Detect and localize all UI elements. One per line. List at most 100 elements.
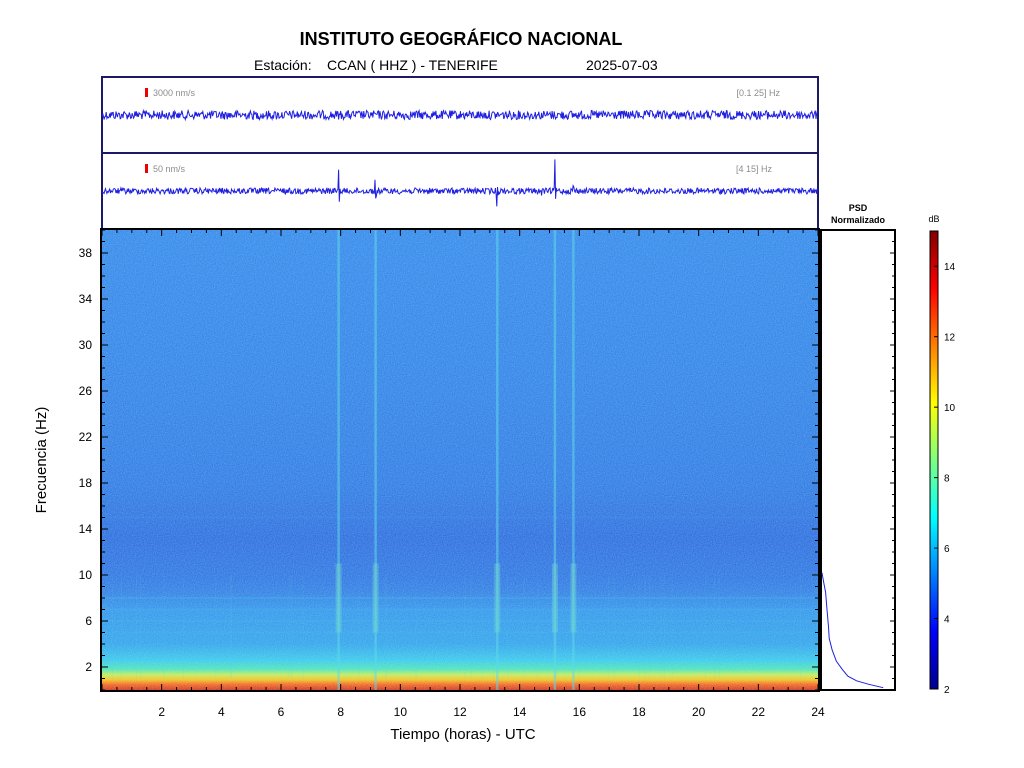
- noise-streak: [671, 575, 673, 679]
- psd-panel: PSD Normalizado: [820, 203, 896, 691]
- noise-streak: [291, 575, 293, 679]
- colorbar-tick-label: 4: [944, 615, 950, 626]
- colorbar-gradient: [929, 230, 939, 690]
- psd-frame: [820, 229, 896, 691]
- noise-streak: [136, 575, 137, 679]
- colorbar-tick-label: 6: [944, 544, 950, 555]
- filtered-trace-line: [101, 159, 818, 207]
- colorbar-tick-label: 14: [944, 262, 956, 273]
- noise-streak: [556, 575, 558, 679]
- y-axis-label: Frecuencia (Hz): [33, 407, 50, 514]
- noise-streak: [493, 575, 495, 679]
- noise-streak: [464, 575, 466, 679]
- colorbar-label: dB: [928, 214, 939, 224]
- noise-streak: [215, 575, 217, 679]
- y-tick-label: 38: [79, 246, 93, 260]
- spectrogram-frame: [100, 228, 820, 692]
- x-tick-label: 2: [158, 705, 165, 719]
- date-label: 2025-07-03: [586, 57, 658, 73]
- noise-streak: [718, 575, 720, 679]
- x-tick-label: 24: [811, 705, 825, 719]
- noise-streak: [607, 575, 609, 679]
- noise-streak: [470, 575, 472, 679]
- event-streak: [374, 230, 377, 690]
- noise-streak: [288, 575, 290, 679]
- noise-streak: [660, 575, 662, 679]
- amplitude-scale-bar: [145, 88, 148, 97]
- y-tick-label: 34: [79, 292, 93, 306]
- noise-streak: [578, 575, 580, 679]
- event-streak: [572, 230, 575, 690]
- x-tick-label: 12: [453, 705, 467, 719]
- event-streak-glow: [551, 563, 558, 633]
- noise-streak: [638, 575, 640, 679]
- noise-streak: [372, 575, 374, 679]
- broadband-trace-line: [101, 108, 818, 122]
- y-tick-label: 10: [79, 568, 93, 582]
- noise-streak: [811, 575, 813, 679]
- y-tick-label: 30: [79, 338, 93, 352]
- noise-streak: [649, 575, 651, 679]
- amplitude-scale-bar: [145, 164, 148, 173]
- psd-subtitle: Normalizado: [831, 215, 886, 225]
- station-name: CCAN ( HHZ ) - TENERIFE: [327, 57, 498, 73]
- event-streak: [553, 230, 557, 690]
- y-tick-label: 6: [85, 614, 92, 628]
- noise-streak: [705, 575, 707, 679]
- harmonic-band: [102, 516, 818, 519]
- y-tick-label: 18: [79, 476, 93, 490]
- colorbar-tick-label: 12: [944, 333, 956, 344]
- noise-streak: [663, 575, 665, 679]
- noise-streak: [613, 575, 615, 679]
- noise-streak: [112, 575, 113, 679]
- x-tick-label: 18: [632, 705, 646, 719]
- noise-streak: [120, 575, 122, 679]
- amplitude-scale-label: 3000 nm/s: [153, 88, 196, 98]
- x-axis-label: Tiempo (horas) - UTC: [390, 726, 535, 743]
- noise-streak: [302, 575, 304, 679]
- event-streak: [337, 230, 340, 690]
- noise-streak: [816, 575, 818, 679]
- colorbar: dB 2 4 6 8 10 12 14: [928, 214, 955, 696]
- trace-panel-broadband: 3000 nm/s [0.1 25] Hz: [101, 76, 819, 154]
- event-streak-glow: [372, 563, 379, 633]
- event-streak-glow: [494, 563, 501, 633]
- y-tick-label: 2: [85, 660, 92, 674]
- noise-streak: [537, 575, 539, 679]
- noise-streak: [384, 575, 386, 679]
- harmonic-band: [102, 631, 818, 634]
- event-streak: [496, 230, 499, 690]
- noise-streak: [415, 575, 417, 679]
- frequency-band-label: [4 15] Hz: [736, 164, 773, 174]
- x-tick-label: 16: [573, 705, 587, 719]
- x-tick-label: 10: [394, 705, 408, 719]
- colorbar-tick-label: 8: [944, 474, 950, 485]
- x-tick-label: 14: [513, 705, 527, 719]
- noise-streak: [523, 575, 525, 679]
- x-tick-label: 20: [692, 705, 706, 719]
- noise-streak: [358, 575, 360, 679]
- colorbar-tick-label: 10: [944, 403, 956, 414]
- noise-streak: [644, 575, 646, 679]
- psd-curve: [821, 572, 884, 689]
- y-tick-label: 22: [79, 430, 93, 444]
- station-label: Estación:: [254, 57, 312, 73]
- harmonic-band: [102, 620, 818, 622]
- noise-streak: [231, 575, 232, 679]
- harmonic-band: [102, 608, 818, 611]
- noise-streak: [182, 575, 184, 679]
- x-tick-label: 6: [278, 705, 285, 719]
- noise-streak: [386, 575, 388, 679]
- noise-streak: [230, 575, 231, 679]
- x-tick-label: 8: [337, 705, 344, 719]
- colorbar-tick-label: 2: [944, 685, 950, 696]
- spectrogram-speckle: [102, 230, 818, 690]
- frequency-band-label: [0.1 25] Hz: [736, 88, 780, 98]
- x-tick-label: 4: [218, 705, 225, 719]
- event-streak-glow: [570, 563, 577, 633]
- figure-title: INSTITUTO GEOGRÁFICO NACIONAL: [300, 28, 623, 49]
- y-tick-label: 14: [79, 522, 93, 536]
- y-tick-label: 26: [79, 384, 93, 398]
- x-tick-label: 22: [752, 705, 766, 719]
